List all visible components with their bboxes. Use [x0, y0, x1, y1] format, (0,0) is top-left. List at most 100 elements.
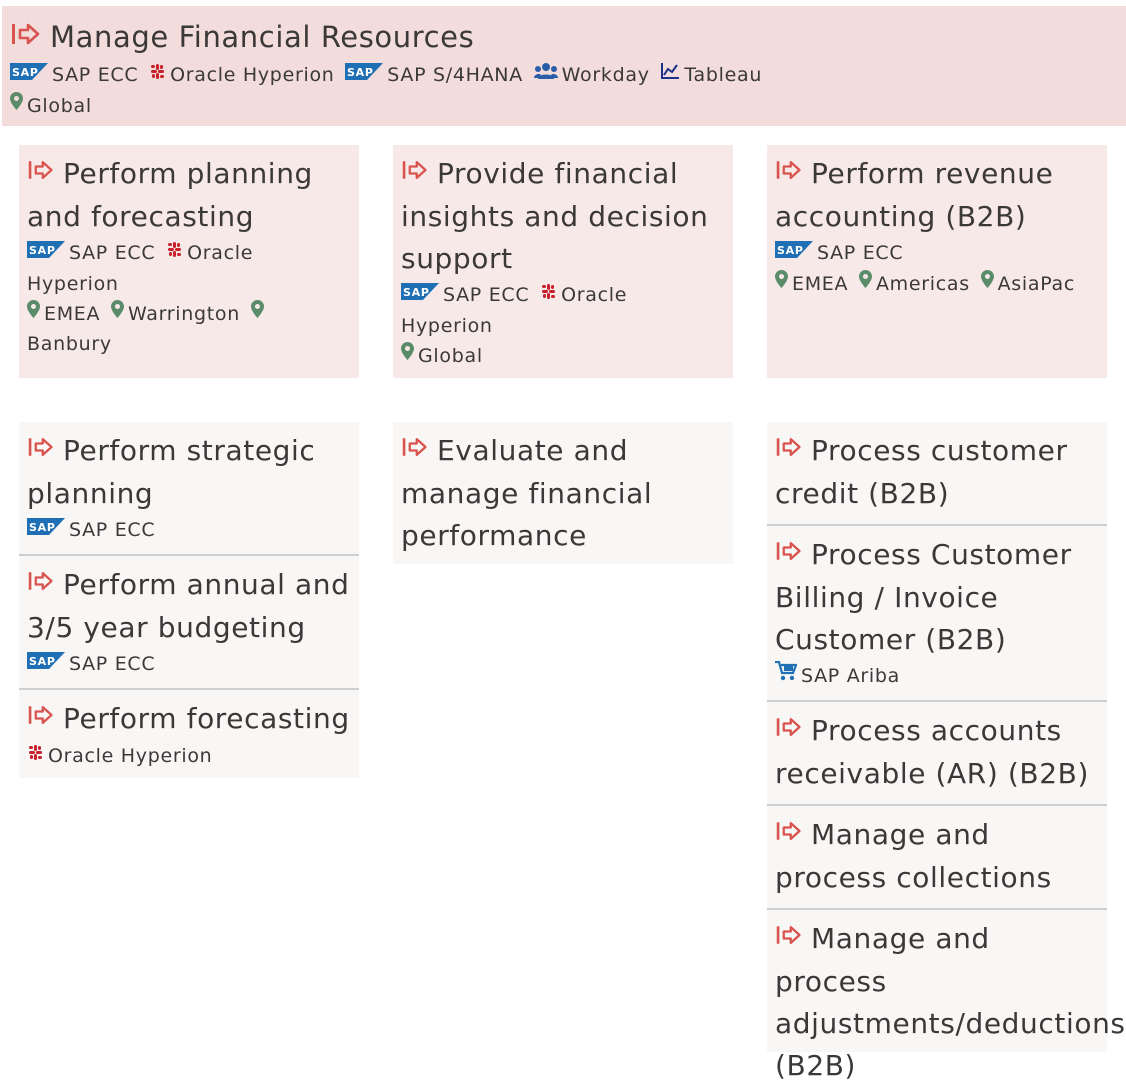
systems-row: Oracle Hyperion — [27, 741, 351, 772]
systems-row: SAP SAP ECC — [27, 515, 351, 546]
process-title: Perform annual and 3/5 year budgeting — [27, 568, 350, 644]
system-label: SAP ECC — [817, 242, 904, 264]
system-label: SAP ECC — [52, 64, 139, 86]
process-arrow-icon — [775, 532, 803, 574]
process-card-title-row: Perform annual and 3/5 year budgeting — [27, 564, 351, 649]
system-label: Oracle Hyperion — [401, 284, 628, 337]
location-label: EMEA — [792, 272, 849, 295]
systems-row: SAP SAP ECC — [27, 649, 351, 680]
process-card-title-row: Perform forecasting — [27, 698, 351, 741]
system-label: SAP Ariba — [801, 665, 900, 687]
top-process-title-row: Manage Financial Resources — [10, 16, 1118, 60]
process-arrow-icon — [775, 428, 803, 470]
map-pin-icon — [10, 89, 23, 119]
process-title: Manage and process adjustments/deduction… — [775, 922, 1126, 1082]
process-arrow-icon — [401, 151, 429, 193]
process-arrow-icon — [401, 428, 429, 470]
process-card: Manage and process adjustments/deduction… — [767, 908, 1125, 1082]
location-label: Americas — [875, 272, 970, 295]
svg-text:SAP: SAP — [12, 66, 39, 79]
system-label: SAP ECC — [69, 519, 156, 541]
process-card-title-row: Process customer credit (B2B) — [775, 430, 1099, 515]
top-process-title: Manage Financial Resources — [50, 20, 475, 54]
location-label: Banbury — [27, 333, 112, 355]
system-label: SAP ECC — [69, 653, 156, 675]
top-process-box: Manage Financial Resources SAP SAP ECC Or… — [2, 6, 1126, 126]
process-card: Perform annual and 3/5 year budgeting SA… — [19, 554, 359, 688]
svg-text:SAP: SAP — [29, 521, 56, 534]
system-label: SAP ECC — [443, 284, 530, 306]
sap-logo-icon: SAP — [401, 279, 439, 309]
sap-logo-icon: SAP — [345, 59, 384, 89]
process-card-title-row: Perform revenue accounting (B2B) — [775, 153, 1099, 238]
oracle-hyperion-icon — [540, 279, 557, 309]
oracle-hyperion-icon — [149, 59, 166, 89]
process-card-title-row: Provide financial insights and decision … — [401, 153, 725, 280]
system-label: Oracle Hyperion — [48, 745, 213, 767]
process-title: Perform strategic planning — [27, 434, 316, 510]
systems-row: SAP SAP ECC — [775, 238, 1099, 269]
system-label: SAP ECC — [69, 242, 156, 264]
svg-text:SAP: SAP — [29, 244, 56, 257]
process-title: Process accounts receivable (AR) (B2B) — [775, 714, 1089, 790]
process-card: Evaluate and manage financial performanc… — [393, 422, 733, 564]
process-card-title-row: Manage and process adjustments/deduction… — [775, 916, 1125, 1087]
process-card: Process customer credit (B2B) — [767, 422, 1107, 524]
system-label: Tableau — [684, 64, 763, 86]
sap-logo-icon: SAP — [10, 59, 48, 89]
system-label: Oracle Hyperion — [27, 242, 254, 295]
process-title: Evaluate and manage financial performanc… — [401, 434, 653, 552]
oracle-hyperion-icon — [166, 237, 183, 267]
process-arrow-icon — [27, 696, 55, 738]
line-chart-icon — [660, 59, 680, 89]
users-icon — [533, 59, 558, 89]
process-arrow-icon — [27, 151, 55, 193]
system-label: Workday — [561, 64, 650, 86]
system-label: Oracle Hyperion — [170, 64, 335, 86]
process-card: Provide financial insights and decision … — [393, 145, 733, 378]
process-title: Provide financial insights and decision … — [401, 157, 709, 275]
process-arrow-icon — [775, 708, 803, 750]
process-arrow-icon — [27, 562, 55, 604]
systems-row: SAP Ariba — [775, 660, 1099, 692]
process-card: Perform strategic planning SAP SAP ECC — [19, 422, 359, 554]
process-card-title-row: Process accounts receivable (AR) (B2B) — [775, 710, 1099, 795]
map-pin-icon — [110, 297, 124, 327]
map-pin-icon — [858, 267, 872, 297]
svg-text:SAP: SAP — [403, 286, 430, 299]
locations-row: Global — [401, 341, 725, 372]
sap-logo-icon: SAP — [27, 514, 65, 544]
map-pin-icon — [775, 267, 788, 297]
location-label: Global — [418, 344, 483, 367]
process-card-title-row: Evaluate and manage financial performanc… — [401, 430, 725, 557]
process-card: Manage and process collections (B2B) — [767, 804, 1107, 936]
locations-row: EMEA Americas AsiaPac — [775, 269, 1099, 300]
shopping-cart-icon — [775, 660, 798, 690]
system-label: SAP S/4HANA — [387, 64, 523, 86]
svg-text:SAP: SAP — [777, 244, 804, 257]
locations-row: EMEA Warrington Banbury — [27, 299, 351, 360]
map-pin-icon — [27, 297, 40, 327]
process-arrow-icon — [775, 812, 803, 854]
location-label: EMEA — [44, 302, 101, 325]
process-card: Process accounts receivable (AR) (B2B) — [767, 700, 1107, 804]
process-title: Process customer credit (B2B) — [775, 434, 1068, 510]
process-title: Perform forecasting — [63, 702, 350, 735]
process-card: Perform forecasting Oracle Hyperion — [19, 688, 359, 778]
systems-row: SAP SAP ECC Oracle Hyperion — [27, 238, 351, 299]
oracle-hyperion-icon — [27, 740, 44, 770]
svg-text:SAP: SAP — [29, 655, 56, 668]
map-pin-icon — [401, 339, 414, 369]
systems-row: SAP SAP ECC Oracle Hyperion — [401, 280, 725, 341]
sap-logo-icon: SAP — [27, 237, 65, 267]
location-label: AsiaPac — [997, 272, 1075, 295]
process-card: Perform planning and forecasting SAP SAP … — [19, 145, 359, 378]
process-title: Perform planning and forecasting — [27, 157, 313, 233]
top-systems-row: SAP SAP ECC Oracle Hyperion SAP SAP S/4HAN… — [10, 60, 1118, 91]
process-title: Process Customer Billing / Invoice Custo… — [775, 538, 1072, 656]
location-label: Warrington — [127, 302, 240, 325]
map-pin-icon — [980, 267, 994, 297]
process-arrow-icon — [27, 428, 55, 470]
map-pin-icon — [250, 297, 264, 327]
process-arrow-icon — [775, 916, 803, 958]
